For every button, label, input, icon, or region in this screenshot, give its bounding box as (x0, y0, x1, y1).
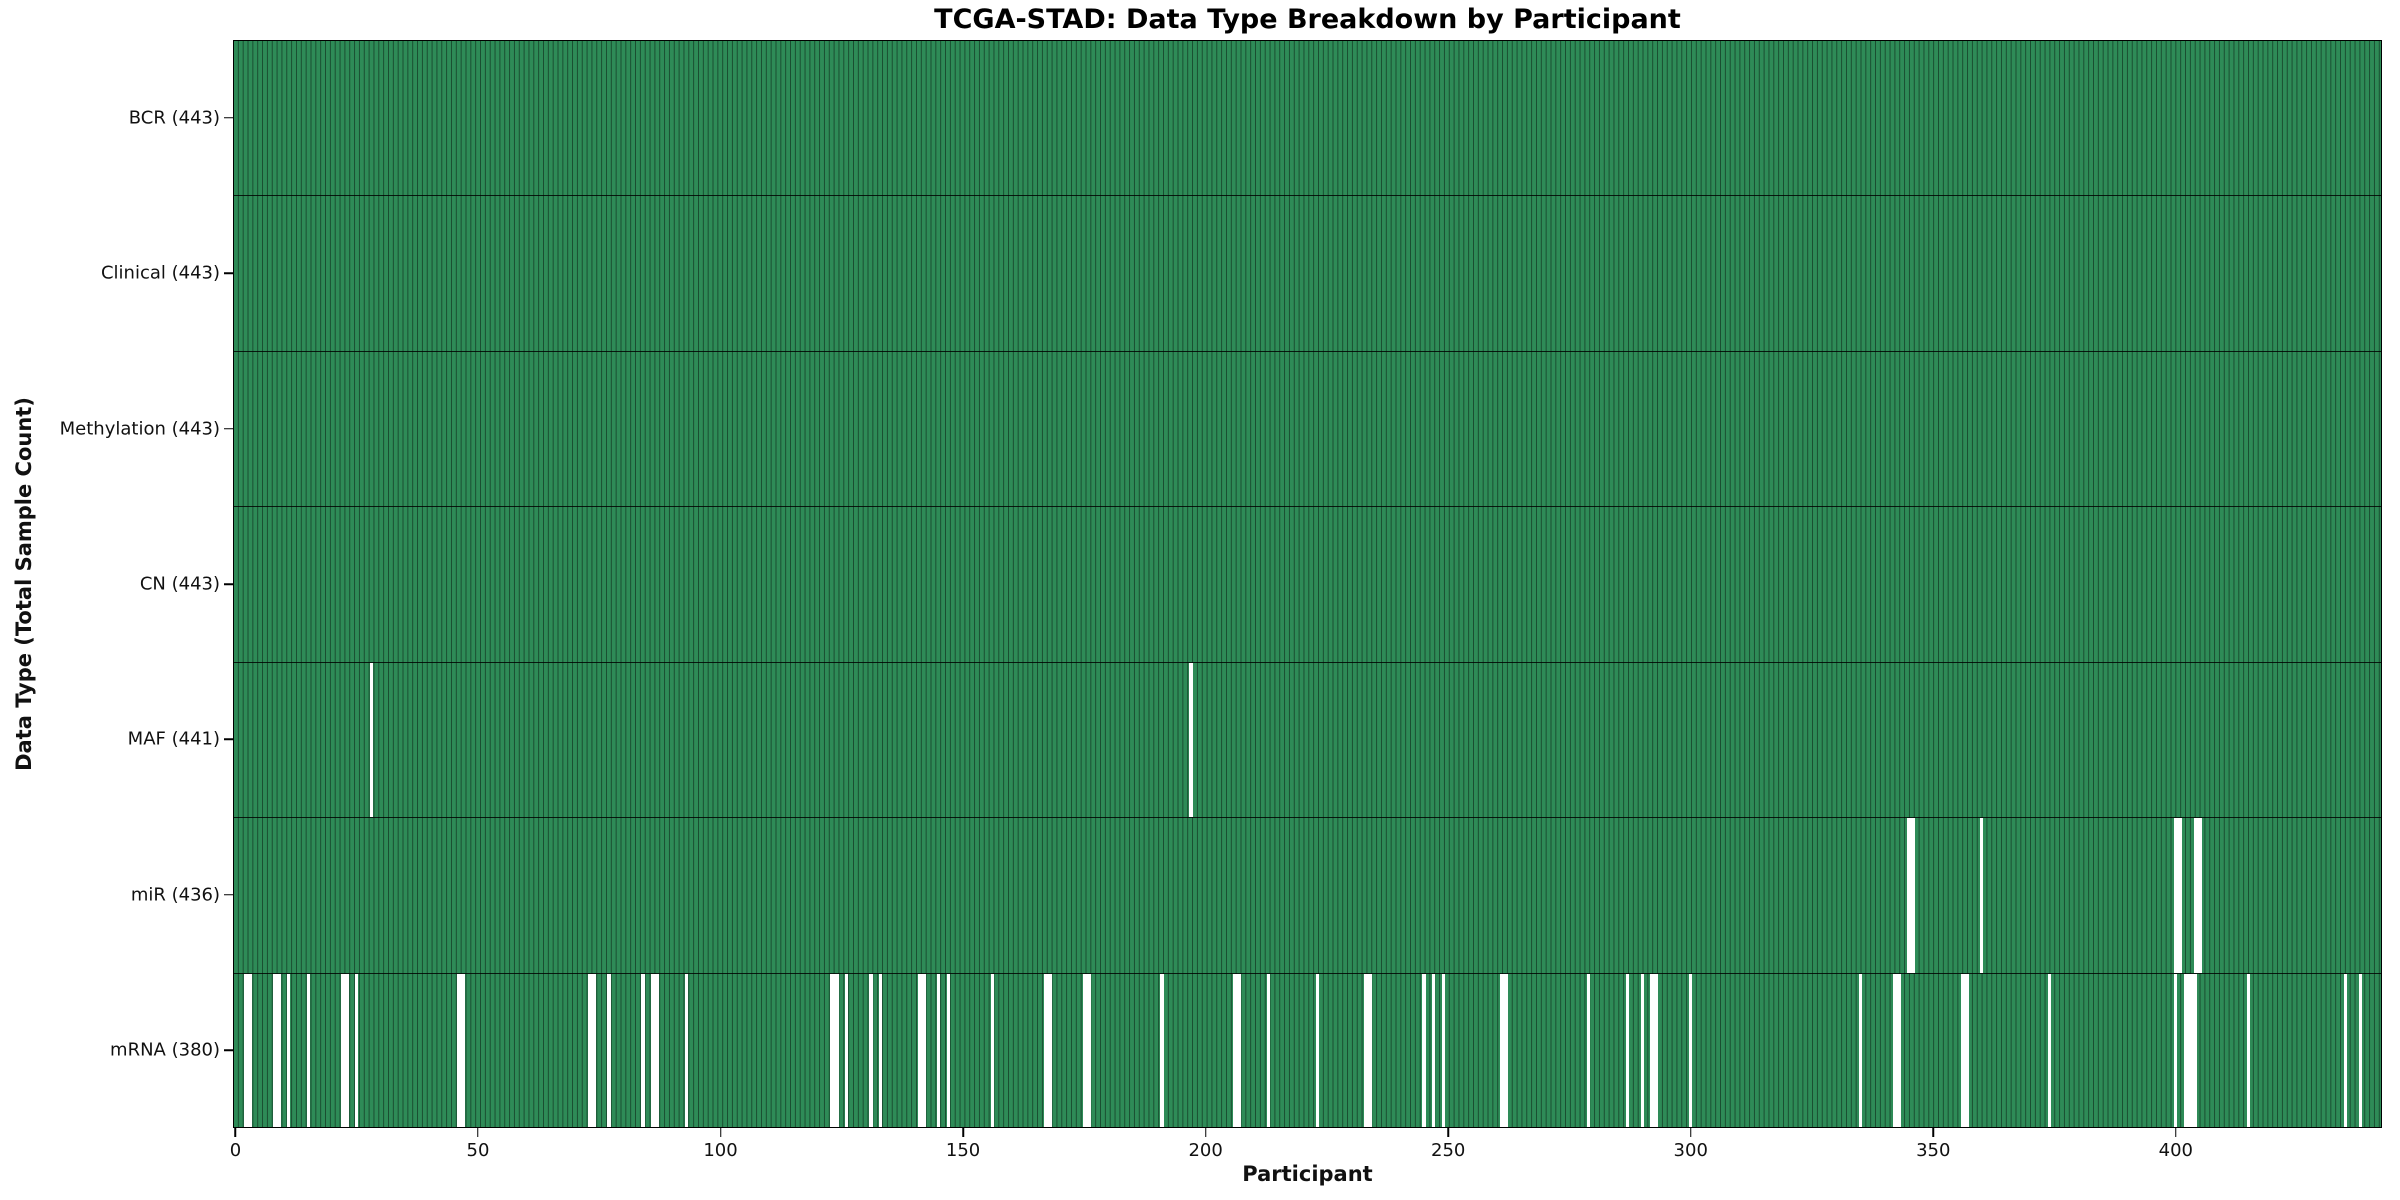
absent-gap (845, 973, 849, 1128)
absent-gap (1432, 973, 1436, 1128)
absent-gap (2246, 973, 2251, 1128)
x-tick-label: 150 (945, 1140, 981, 1161)
absent-gap (456, 973, 466, 1128)
y-axis-label: Data Type (Total Sample Count) (12, 397, 36, 771)
x-tick-mark (234, 1128, 237, 1137)
data-row-cn (233, 506, 2382, 662)
x-tick-mark (477, 1128, 479, 1137)
x-tick-label: 100 (703, 1140, 738, 1161)
absent-gap (1858, 973, 1863, 1128)
absent-gap (1980, 818, 1984, 973)
absent-gap (287, 973, 291, 1128)
absent-gap (2358, 973, 2362, 1128)
absent-gap (355, 973, 359, 1128)
absent-gap (306, 973, 310, 1128)
x-tick-label: 250 (1430, 1140, 1466, 1161)
absent-gap (369, 662, 373, 818)
x-tick-label: 400 (2158, 1140, 2194, 1161)
absent-gap (830, 973, 839, 1128)
absent-gap (1650, 973, 1659, 1128)
absent-gap (243, 973, 252, 1128)
absent-gap (878, 973, 883, 1128)
x-tick-mark (719, 1128, 722, 1137)
absent-gap (1267, 973, 1271, 1128)
absent-gap (1960, 973, 1969, 1128)
absent-gap (1689, 973, 1693, 1128)
data-row-bcr (233, 40, 2382, 196)
y-tick-mark (224, 272, 233, 274)
x-tick-mark (962, 1128, 964, 1137)
absent-gap (2193, 818, 2202, 973)
x-tick-label: 200 (1188, 1140, 1223, 1161)
absent-gap (1441, 973, 1445, 1128)
absent-gap (2174, 818, 2183, 973)
absent-gap (1043, 973, 1052, 1128)
absent-gap (1422, 973, 1426, 1128)
absent-gap (1640, 973, 1644, 1128)
absent-gap (1189, 662, 1193, 818)
absent-gap (917, 973, 926, 1128)
x-tick-mark (1447, 1128, 1449, 1137)
x-tick-label: 50 (466, 1140, 490, 1161)
y-tick-label: Methylation (443) (59, 418, 220, 440)
absent-gap (1892, 973, 1901, 1128)
absent-gap (990, 973, 994, 1128)
absent-gap (2343, 973, 2348, 1128)
absent-gap (587, 973, 597, 1128)
y-tick-label: mRNA (380) (110, 1039, 220, 1061)
chart-title: TCGA-STAD: Data Type Breakdown by Partic… (934, 4, 1681, 35)
absent-gap (650, 973, 660, 1128)
absent-gap (1364, 973, 1373, 1128)
y-tick-mark (224, 583, 233, 585)
y-tick-label: miR (436) (130, 884, 220, 906)
y-tick-mark (224, 894, 233, 896)
data-row-maf (233, 661, 2382, 818)
data-row-mrna (233, 972, 2382, 1128)
x-tick-mark (1932, 1128, 1935, 1137)
absent-gap (869, 973, 873, 1128)
y-tick-label: BCR (443) (128, 107, 220, 129)
absent-gap (1160, 973, 1164, 1128)
y-tick-mark (224, 116, 233, 119)
x-tick-mark (2175, 1128, 2177, 1137)
x-tick-mark (1689, 1128, 1692, 1137)
absent-gap (2183, 973, 2197, 1128)
x-axis-label: Participant (1242, 1162, 1373, 1186)
x-tick-label: 0 (229, 1140, 242, 1161)
y-tick-label: Clinical (443) (100, 262, 220, 284)
y-tick-mark (224, 427, 233, 430)
plot-area: Present Absent (233, 40, 2382, 1128)
data-row-mir (233, 817, 2382, 973)
x-tick-mark (1204, 1128, 1207, 1137)
absent-gap (607, 973, 611, 1128)
absent-gap (641, 973, 645, 1128)
absent-gap (1315, 973, 1319, 1128)
absent-gap (1587, 973, 1591, 1128)
y-tick-mark (224, 738, 233, 741)
absent-gap (1626, 973, 1630, 1128)
absent-gap (2174, 973, 2178, 1128)
absent-gap (937, 973, 941, 1128)
absent-gap (1233, 973, 1242, 1128)
absent-gap (946, 973, 951, 1128)
absent-gap (272, 973, 281, 1128)
y-tick-mark (224, 1049, 233, 1052)
absent-gap (2048, 973, 2052, 1128)
absent-gap (684, 973, 689, 1128)
absent-gap (1907, 818, 1916, 973)
absent-gap (1499, 973, 1508, 1128)
data-row-methylation (233, 350, 2382, 507)
y-tick-label: CN (443) (139, 573, 220, 595)
y-tick-label: MAF (441) (127, 728, 220, 750)
absent-gap (340, 973, 349, 1128)
x-tick-label: 350 (1916, 1140, 1951, 1161)
absent-gap (1082, 973, 1091, 1128)
data-row-clinical (233, 195, 2382, 351)
x-tick-label: 300 (1673, 1140, 1708, 1161)
